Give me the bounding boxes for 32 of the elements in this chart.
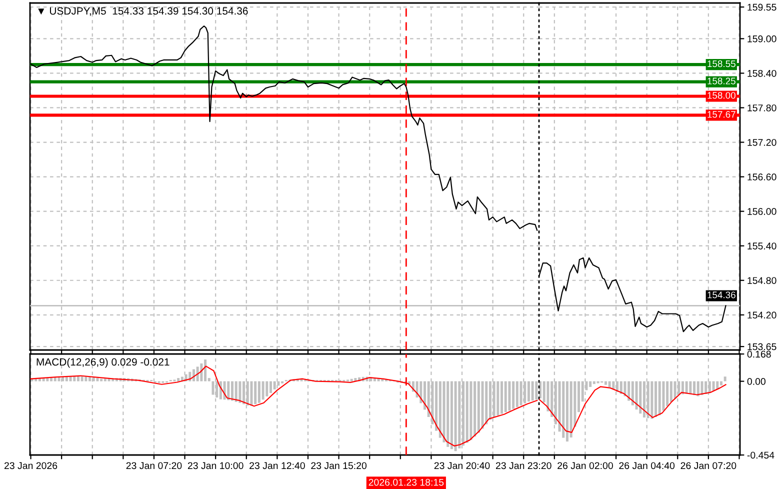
y-tick-label: 0.00 [747, 378, 766, 385]
ref-line-label: 158.25 [708, 78, 736, 84]
y-tick-label: 153.65 [748, 343, 776, 350]
y-tick-label: 156.60 [748, 174, 776, 180]
y-tick-label: 159.55 [748, 4, 776, 11]
y-tick-label: 154.20 [748, 312, 776, 319]
x-tick-label: 23 Jan 2026 [4, 462, 58, 470]
x-tick-label: 23 Jan 20:40 [434, 462, 490, 470]
x-tick-label: 26 Jan 04:40 [619, 462, 675, 470]
y-tick-label: -0.454 [747, 452, 774, 459]
ref-line-label: 2026.01.23 18:15 [368, 478, 444, 486]
y-tick-label: 159.00 [748, 35, 776, 42]
y-tick-label: 157.20 [748, 138, 776, 146]
y-tick-label: 154.80 [748, 277, 776, 284]
y-tick-label: 155.40 [748, 242, 776, 250]
ref-line-label: 157.67 [708, 111, 736, 118]
ref-line-label: 154.36 [708, 292, 736, 298]
ref-line-label: 158.00 [708, 92, 736, 99]
x-tick-label: 23 Jan 23:20 [496, 462, 552, 470]
y-tick-label: 156.00 [748, 208, 776, 215]
x-tick-label: 23 Jan 12:40 [250, 462, 305, 470]
x-tick-label: 23 Jan 15:20 [311, 462, 367, 470]
y-tick-label: 0.168 [747, 350, 771, 358]
x-tick-label: 26 Jan 02:00 [558, 462, 613, 470]
y-tick-label: 158.40 [748, 70, 776, 77]
x-tick-label: 23 Jan 10:00 [188, 462, 244, 470]
chart-title: MACD(12,26,9) 0.029 -0.021 [36, 358, 170, 368]
x-tick-label: 26 Jan 07:20 [680, 462, 736, 470]
y-tick-label: 157.80 [748, 104, 776, 112]
x-tick-label: 23 Jan 07:20 [126, 462, 182, 470]
chart-title: ▼ USDJPY,M5 154.33 154.39 154.30 154.36 [38, 7, 248, 16]
ref-line-label: 158.55 [708, 60, 736, 68]
